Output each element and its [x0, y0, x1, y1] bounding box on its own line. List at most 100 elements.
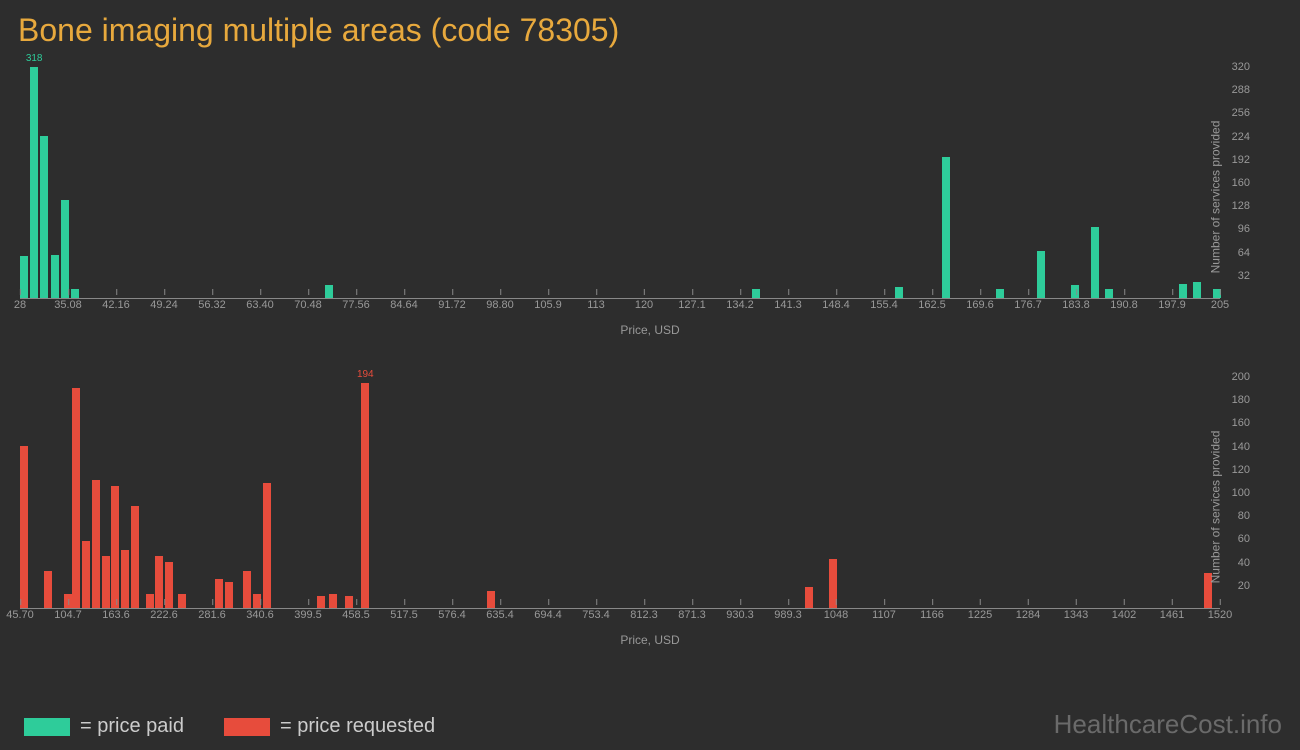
- x-tick: 141.3: [774, 299, 802, 311]
- x-tick: 871.3: [678, 609, 706, 621]
- legend-item-requested: = price requested: [224, 715, 435, 738]
- chart2-y-label: Number of services provided: [1209, 431, 1223, 584]
- price-paid-chart: 318 2835.0842.1649.2456.3263.4070.4877.5…: [20, 67, 1280, 327]
- x-tick: 753.4: [582, 609, 610, 621]
- bar: [72, 388, 80, 608]
- x-tick: 91.72: [438, 299, 466, 311]
- chart1-x-ticks: 2835.0842.1649.2456.3263.4070.4877.5684.…: [20, 299, 1220, 317]
- y-tick: 60: [1238, 533, 1250, 545]
- x-tick: 517.5: [390, 609, 418, 621]
- x-tick: 35.08: [54, 299, 82, 311]
- bar: [44, 571, 52, 608]
- bar: [61, 200, 69, 298]
- x-tick: 104.7: [54, 609, 82, 621]
- y-tick: 140: [1232, 441, 1250, 453]
- x-tick: 28: [14, 299, 26, 311]
- y-tick: 200: [1232, 371, 1250, 383]
- bar: [325, 285, 333, 298]
- bar: [121, 550, 129, 608]
- x-tick: 127.1: [678, 299, 706, 311]
- x-tick: 694.4: [534, 609, 562, 621]
- bar: [1037, 251, 1045, 298]
- x-tick: 340.6: [246, 609, 274, 621]
- x-tick: 176.7: [1014, 299, 1042, 311]
- bar: [317, 596, 325, 608]
- x-tick: 1520: [1208, 609, 1232, 621]
- x-tick: 1166: [920, 609, 944, 621]
- y-tick: 100: [1232, 487, 1250, 499]
- bar: [131, 506, 139, 608]
- bar: [165, 562, 173, 608]
- x-tick: 1461: [1160, 609, 1184, 621]
- x-tick: 169.6: [966, 299, 994, 311]
- price-requested-chart: 194 45.70104.7163.6222.6281.6340.6399.54…: [20, 377, 1280, 637]
- bar: [51, 255, 59, 299]
- legend: = price paid = price requested: [24, 715, 435, 738]
- y-tick: 320: [1232, 61, 1250, 73]
- chart1-y-ticks: 326496128160192224256288320: [1220, 67, 1250, 299]
- x-tick: 989.3: [774, 609, 802, 621]
- x-tick: 1225: [968, 609, 992, 621]
- x-tick: 42.16: [102, 299, 130, 311]
- x-tick: 1402: [1112, 609, 1136, 621]
- y-tick: 160: [1232, 417, 1250, 429]
- bar: [942, 157, 950, 298]
- x-tick: 930.3: [726, 609, 754, 621]
- y-tick: 40: [1238, 557, 1250, 569]
- y-tick: 80: [1238, 510, 1250, 522]
- y-tick: 256: [1232, 107, 1250, 119]
- bar: [215, 579, 223, 608]
- y-tick: 224: [1232, 131, 1250, 143]
- x-tick: 155.4: [870, 299, 898, 311]
- bar: [30, 67, 38, 298]
- bar: [329, 594, 337, 608]
- y-tick: 32: [1238, 270, 1250, 282]
- legend-label-requested: = price requested: [280, 715, 435, 738]
- x-tick: 162.5: [918, 299, 946, 311]
- bar: [1193, 282, 1201, 298]
- x-tick: 77.56: [342, 299, 370, 311]
- y-tick: 20: [1238, 580, 1250, 592]
- x-tick: 197.9: [1158, 299, 1186, 311]
- bar: [243, 571, 251, 608]
- chart1-plot: 318: [20, 67, 1220, 299]
- bar-value-label: 318: [26, 53, 43, 64]
- bar: [752, 289, 760, 298]
- bar: [361, 383, 369, 608]
- bar: [20, 256, 28, 298]
- bar: [1179, 284, 1187, 299]
- x-tick: 576.4: [438, 609, 466, 621]
- y-tick: 180: [1232, 394, 1250, 406]
- watermark: HealthcareCost.info: [1054, 709, 1282, 740]
- bar: [487, 591, 495, 608]
- bar: [20, 446, 28, 608]
- chart2-x-label: Price, USD: [620, 633, 679, 647]
- bar: [1071, 285, 1079, 298]
- bar: [40, 136, 48, 298]
- chart2-plot: 194: [20, 377, 1220, 609]
- bar: [71, 289, 79, 298]
- legend-swatch-paid: [24, 718, 70, 736]
- bar: [82, 541, 90, 608]
- x-tick: 183.8: [1062, 299, 1090, 311]
- page-title: Bone imaging multiple areas (code 78305): [0, 0, 1300, 57]
- legend-item-paid: = price paid: [24, 715, 184, 738]
- x-tick: 281.6: [198, 609, 226, 621]
- x-tick: 1048: [824, 609, 848, 621]
- x-tick: 63.40: [246, 299, 274, 311]
- bar: [155, 556, 163, 608]
- x-tick: 1107: [872, 609, 896, 621]
- y-tick: 96: [1238, 223, 1250, 235]
- bar: [92, 480, 100, 608]
- x-tick: 812.3: [630, 609, 658, 621]
- x-tick: 45.70: [6, 609, 34, 621]
- x-tick: 458.5: [342, 609, 370, 621]
- x-tick: 56.32: [198, 299, 226, 311]
- bar: [146, 594, 154, 608]
- x-tick: 113: [587, 299, 605, 311]
- x-tick: 222.6: [150, 609, 178, 621]
- bar: [225, 582, 233, 608]
- x-tick: 134.2: [726, 299, 754, 311]
- x-tick: 105.9: [534, 299, 562, 311]
- bar: [1091, 227, 1099, 298]
